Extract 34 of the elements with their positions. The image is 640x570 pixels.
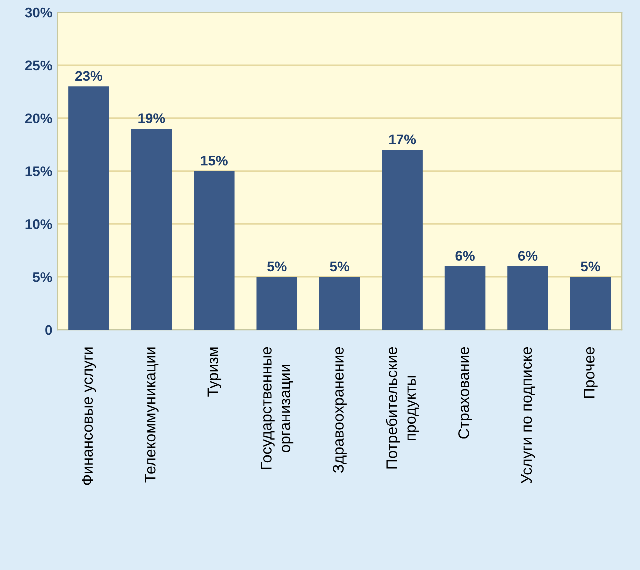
x-tick-label: Телекоммуникации: [145, 348, 159, 483]
x-tick-label: Здравоохранение: [333, 347, 347, 474]
bar: [68, 86, 110, 330]
bar: [131, 128, 172, 330]
y-tick-label: 30%: [25, 8, 52, 18]
data-label: 23%: [76, 71, 102, 82]
y-tick-label: 0: [46, 325, 52, 336]
bar: [194, 171, 235, 330]
data-label: 5%: [581, 262, 600, 272]
data-label: 6%: [518, 251, 538, 262]
x-tick-label: Услуги по подписке: [521, 347, 536, 484]
data-label: 17%: [390, 134, 416, 145]
bar: [256, 277, 298, 330]
x-tick-label: Страхование: [458, 347, 472, 439]
bar: [570, 277, 612, 330]
y-tick-label: 5%: [33, 272, 52, 282]
data-label: 19%: [138, 114, 166, 124]
x-tick-label: Туризм: [208, 348, 222, 397]
y-tick-label: 15%: [26, 166, 52, 176]
x-tick-label: Государственные организации: [261, 347, 294, 470]
bar: [444, 266, 486, 330]
x-tick-label: Финансовые услуги: [82, 348, 96, 486]
data-label: 5%: [330, 262, 350, 272]
y-tick-label: 20%: [25, 114, 52, 124]
x-tick-label: Прочее: [584, 347, 598, 398]
data-label: 5%: [268, 262, 287, 272]
data-label: 6%: [456, 251, 475, 262]
bar: [319, 277, 360, 330]
bar: [382, 150, 423, 330]
y-tick-label: 25%: [25, 60, 52, 71]
x-tick-label: Потребительские продукты: [386, 347, 420, 469]
bar: [508, 266, 548, 330]
data-label: 15%: [201, 156, 228, 166]
y-tick-label: 10%: [26, 220, 52, 230]
